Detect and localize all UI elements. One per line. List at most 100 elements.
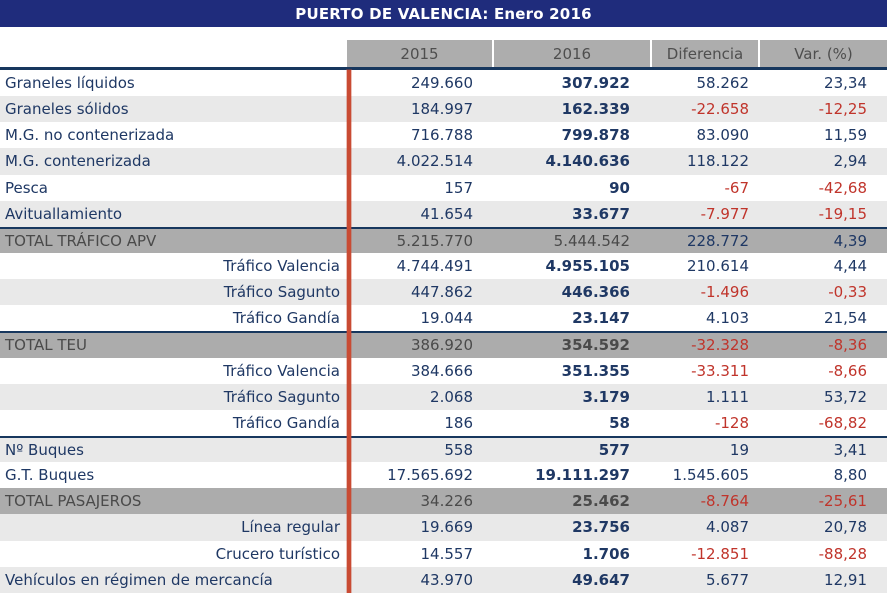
cell-2015: 19.044 (420, 309, 474, 328)
cell-2016: 577 (598, 441, 630, 460)
cell-diferencia: 118.122 (686, 152, 749, 171)
cell-2016: 23.147 (572, 309, 630, 328)
row-label: Tráfico Valencia (223, 257, 340, 276)
cell-diferencia: -128 (714, 413, 749, 432)
total-row: TOTAL TRÁFICO APV 5.215.770 5.444.542 228.7… (0, 226, 887, 253)
cell-var: -8,66 (828, 361, 867, 380)
column-header-diferencia: Diferencia (650, 40, 758, 67)
cell-diferencia: 1.545.605 (672, 466, 749, 485)
label-column-spacer (0, 40, 347, 67)
cell-2015: 34.226 (420, 492, 474, 511)
cell-2016: 5.444.542 (553, 231, 630, 250)
table-row: Vehículos en régimen de mercancía 43.970 4… (0, 566, 887, 593)
table-row: Pesca 157 90 -67 -42,68 (0, 175, 887, 201)
cell-2016: 3.179 (582, 387, 630, 406)
row-label: Tráfico Gandía (232, 413, 340, 432)
cell-var: 21,54 (824, 309, 867, 328)
cell-2015: 19.669 (420, 518, 474, 537)
cell-2015: 17.565.692 (387, 466, 473, 485)
cell-diferencia: 1.111 (706, 387, 749, 406)
table-row: Tráfico Sagunto 2.068 3.179 1.111 53,72 (0, 383, 887, 410)
cell-diferencia: 19 (729, 441, 749, 460)
row-label: Graneles sólidos (5, 100, 129, 119)
row-label: TOTAL TRÁFICO APV (5, 231, 157, 250)
table-body: Graneles líquidos 249.660 307.922 58.262 23,… (0, 70, 887, 593)
table-row: G.T. Buques 17.565.692 19.111.297 1.545.605… (0, 462, 887, 488)
cell-2015: 386.920 (410, 336, 473, 355)
table-row: Tráfico Valencia 384.666 351.355 -33.311 -8,… (0, 358, 887, 384)
cell-2016: 23.756 (572, 518, 630, 537)
cell-var: 3,41 (833, 441, 867, 460)
table-row: Línea regular 19.669 23.756 4.087 20,78 (0, 514, 887, 541)
cell-var: 8,80 (833, 466, 867, 485)
row-label: Tráfico Gandía (232, 309, 340, 328)
cell-diferencia: 83.090 (696, 126, 750, 145)
cell-2015: 4.744.491 (396, 257, 473, 276)
column-header-2015: 2015 (347, 40, 492, 67)
cell-var: 4,39 (833, 231, 867, 250)
cell-diferencia: -1.496 (700, 283, 749, 302)
cell-2016: 90 (609, 178, 630, 197)
row-label: G.T. Buques (5, 466, 95, 485)
cell-diferencia: -8.764 (700, 492, 749, 511)
row-label: Graneles líquidos (5, 74, 135, 93)
row-label: Tráfico Valencia (223, 361, 340, 380)
row-label: Tráfico Sagunto (223, 283, 340, 302)
cell-2016: 58 (609, 413, 630, 432)
cell-2016: 4.140.636 (545, 152, 630, 171)
cell-var: 4,44 (833, 257, 867, 276)
cell-2016: 4.955.105 (545, 257, 630, 276)
cell-var: -42,68 (818, 178, 867, 197)
cell-diferencia: -22.658 (691, 100, 749, 119)
cell-2015: 4.022.514 (396, 152, 473, 171)
cell-2016: 446.366 (561, 283, 630, 302)
cell-2015: 384.666 (410, 361, 473, 380)
cell-diferencia: -67 (724, 178, 750, 197)
table-row: Tráfico Sagunto 447.862 446.366 -1.496 -0,33 (0, 279, 887, 306)
cell-diferencia: -12.851 (691, 544, 749, 563)
table-row: M.G. no contenerizada 716.788 799.878 83.09… (0, 122, 887, 148)
cell-2015: 157 (444, 178, 473, 197)
cell-2015: 5.215.770 (396, 231, 473, 250)
cell-diferencia: 5.677 (706, 570, 749, 589)
table-row: Tráfico Valencia 4.744.491 4.955.105 210.61… (0, 253, 887, 279)
column-header-var: Var. (%) (758, 40, 887, 67)
cell-var: -25,61 (818, 492, 867, 511)
cell-2016: 1.706 (582, 544, 630, 563)
cell-var: 12,91 (824, 570, 867, 589)
table-row: Avituallamiento 41.654 33.677 -7.977 -19,15 (0, 200, 887, 227)
cell-2016: 799.878 (561, 126, 630, 145)
total-row: TOTAL TEU 386.920 354.592 -32.328 -8,36 (0, 331, 887, 358)
cell-2015: 447.862 (410, 283, 473, 302)
cell-2016: 162.339 (561, 100, 630, 119)
cell-diferencia: -33.311 (691, 361, 749, 380)
table-row: Graneles líquidos 249.660 307.922 58.262 23,… (0, 70, 887, 96)
report-title-bar: PUERTO DE VALENCIA: Enero 2016 (0, 0, 887, 27)
cell-2015: 184.997 (410, 100, 473, 119)
row-label: TOTAL PASAJEROS (5, 492, 142, 511)
cell-var: 23,34 (824, 74, 867, 93)
cell-var: -8,36 (828, 336, 867, 355)
report-title: PUERTO DE VALENCIA: Enero 2016 (295, 4, 592, 23)
cell-2015: 186 (444, 413, 473, 432)
cell-var: -88,28 (818, 544, 867, 563)
header-divider-line (0, 67, 887, 70)
cell-2016: 307.922 (561, 74, 630, 93)
row-label: Nº Buques (5, 441, 84, 460)
cell-diferencia: 4.103 (706, 309, 749, 328)
cell-2015: 41.654 (420, 204, 474, 223)
cell-diferencia: 4.087 (706, 518, 749, 537)
cell-diferencia: 58.262 (696, 74, 750, 93)
cell-2015: 43.970 (420, 570, 474, 589)
cell-2015: 249.660 (410, 74, 473, 93)
total-row: TOTAL PASAJEROS 34.226 25.462 -8.764 -25,61 (0, 488, 887, 515)
cell-2016: 354.592 (561, 336, 630, 355)
table-row: Tráfico Gandía 186 58 -128 -68,82 (0, 410, 887, 436)
row-label: M.G. contenerizada (5, 152, 151, 171)
cell-var: -68,82 (818, 413, 867, 432)
cell-2016: 19.111.297 (535, 466, 630, 485)
cell-var: -0,33 (828, 283, 867, 302)
row-label: Tráfico Sagunto (223, 387, 340, 406)
cell-2015: 716.788 (410, 126, 473, 145)
cell-diferencia: -7.977 (700, 204, 749, 223)
